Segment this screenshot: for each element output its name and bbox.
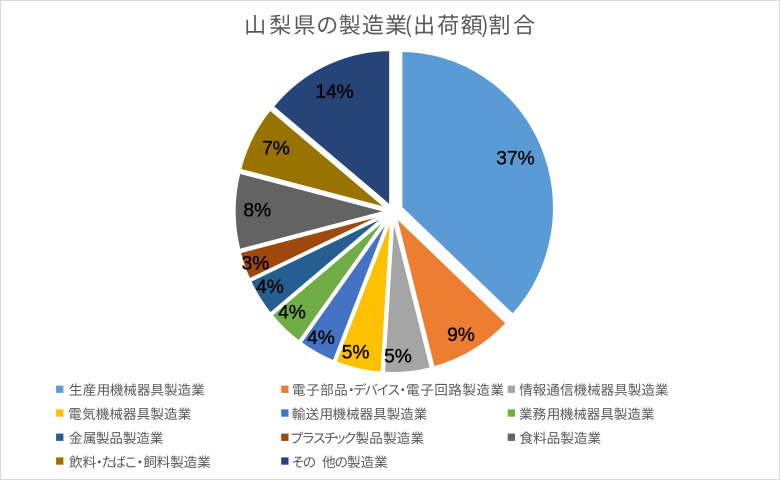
svg-text:5%: 5% xyxy=(342,343,370,364)
svg-text:37%: 37% xyxy=(496,149,534,170)
svg-text:4%: 4% xyxy=(307,328,335,349)
svg-text:4%: 4% xyxy=(278,303,306,324)
svg-text:4%: 4% xyxy=(256,277,284,298)
svg-text:5%: 5% xyxy=(384,347,412,368)
svg-text:3%: 3% xyxy=(242,253,270,274)
svg-text:14%: 14% xyxy=(315,82,353,103)
svg-text:8%: 8% xyxy=(243,201,271,222)
svg-text:7%: 7% xyxy=(262,139,290,160)
svg-text:9%: 9% xyxy=(447,325,475,346)
